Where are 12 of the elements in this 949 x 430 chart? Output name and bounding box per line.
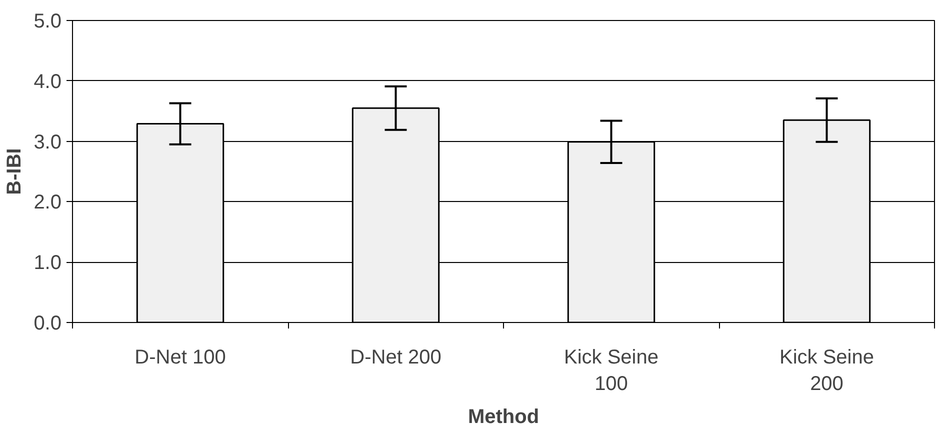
y-tick-label: 2.0 (34, 192, 62, 214)
y-tick-label: 3.0 (34, 131, 62, 154)
y-axis-title: B-IBI (4, 148, 26, 195)
x-tick-label: D-Net 200 (350, 346, 442, 368)
y-tick-label: 1.0 (34, 252, 62, 274)
x-tick-label: D-Net 100 (134, 346, 226, 368)
x-axis-title: Method (468, 406, 540, 428)
y-tick-label: 0.0 (34, 312, 62, 334)
x-tick-label: Kick Seine 200 (780, 346, 874, 395)
y-tick-label: 5.0 (34, 10, 62, 32)
y-tick-label: 4.0 (34, 70, 62, 93)
x-tick-label: Kick Seine 100 (564, 346, 659, 395)
